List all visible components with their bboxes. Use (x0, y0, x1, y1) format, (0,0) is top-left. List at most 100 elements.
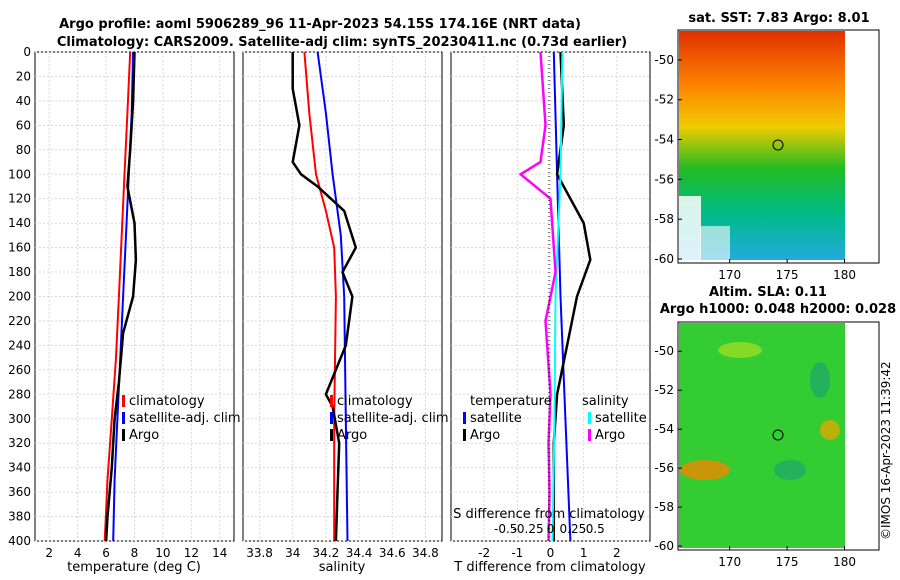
s-tick-labels: -0.5-0.25 0 0.25 0.5 (494, 522, 605, 536)
legend-swatch-argo (330, 429, 333, 441)
temperature-legend: climatology satellite-adj. clim Argo (122, 394, 241, 443)
figure-title: Argo profile: aoml 5906289_96 11-Apr-202… (59, 17, 581, 32)
map-x-tick: 170 (718, 268, 741, 282)
sst-map-land (679, 196, 730, 260)
depth-tick: 200 (8, 290, 31, 304)
legend-swatch-satellite (330, 412, 333, 424)
depth-tick: 280 (8, 387, 31, 401)
legend-t-satellite: satellite (470, 411, 522, 426)
s-tick: 0.5 (586, 522, 605, 536)
sst-map-image (679, 31, 845, 260)
sst-land-patch (700, 226, 730, 260)
legend-satellite: satellite-adj. clim (129, 411, 241, 426)
depth-tick: 100 (8, 167, 31, 181)
x-tick: 34.8 (412, 546, 439, 560)
map-x-tick: 180 (833, 268, 856, 282)
map-y-tick: -60 (654, 252, 674, 266)
map-x-tick: 180 (833, 555, 856, 569)
legend-temperature-title: temperature (470, 394, 552, 409)
depth-tick: 220 (8, 314, 31, 328)
depth-tick: 320 (8, 436, 31, 450)
map-y-tick: -50 (654, 344, 674, 358)
salinity-xlabel: salinity (319, 560, 366, 575)
x-tick: 8 (131, 546, 139, 560)
legend-swatch-s-satellite (588, 412, 591, 424)
depth-tick: 140 (8, 216, 31, 230)
depth-tick: 380 (8, 510, 31, 524)
map-y-tick: -54 (654, 133, 674, 147)
legend-argo: Argo (129, 428, 159, 443)
grid-lines (35, 51, 650, 542)
legend-t-argo: Argo (470, 428, 500, 443)
map-x-tick: 175 (776, 555, 799, 569)
sla-anomaly-blob (820, 420, 840, 440)
s-tick: -0.25 (513, 522, 544, 536)
x-tick: 4 (74, 546, 82, 560)
legend-swatch-satellite (122, 412, 125, 424)
legend-s-satellite: satellite (595, 411, 647, 426)
map-y-tick: -54 (654, 422, 674, 436)
s-tick: 0 (547, 522, 555, 536)
map-y-tick: -56 (654, 172, 674, 186)
series-line-s-argo (518, 51, 557, 542)
map-y-tick: -58 (654, 500, 674, 514)
legend-climatology: climatology (129, 394, 205, 409)
legend-s-argo: Argo (595, 428, 625, 443)
sst-argo-location-marker (772, 139, 784, 151)
map-y-tick: -60 (654, 539, 674, 553)
depth-tick: 240 (8, 338, 31, 352)
x-tick: 0 (547, 546, 555, 560)
s-tick: 0.25 (560, 522, 587, 536)
map-y-tick: -58 (654, 212, 674, 226)
sla-argo-location-marker (772, 429, 784, 441)
sla-anomaly-blob (718, 342, 762, 358)
depth-tick: 400 (8, 534, 31, 548)
depth-tick: 160 (8, 241, 31, 255)
sla-map-subtitle: Argo h1000: 0.048 h2000: 0.028 (660, 302, 896, 317)
depth-tick: 340 (8, 461, 31, 475)
legend-satellite: satellite-adj. clim (337, 411, 449, 426)
depth-tick: 300 (8, 412, 31, 426)
sst-land-patch (679, 196, 701, 260)
series-line-climatology (103, 51, 132, 542)
series-line-satellite-adj-clim (316, 51, 349, 542)
series-line-climatology (303, 51, 337, 541)
legend-swatch-climatology (330, 395, 333, 407)
figure-subtitle: Climatology: CARS2009. Satellite-adj cli… (57, 35, 627, 50)
difference-legend: temperature satellite Argo salinity sate… (463, 394, 647, 443)
sla-map-image (679, 323, 845, 548)
legend-salinity-title: salinity (582, 394, 629, 409)
legend-swatch-t-satellite (463, 412, 466, 424)
map-y-tick: -50 (654, 53, 674, 67)
sla-anomaly-blob (680, 460, 730, 480)
salinity-legend: climatology satellite-adj. clim Argo (330, 394, 449, 443)
x-tick: 33.8 (246, 546, 273, 560)
depth-tick: 40 (16, 94, 31, 108)
x-tick: 34.6 (379, 546, 406, 560)
depth-tick: 260 (8, 363, 31, 377)
x-tick: 12 (184, 546, 199, 560)
map-x-tick: 170 (718, 555, 741, 569)
x-tick: -2 (478, 546, 490, 560)
sla-map-ticks: 170 175 180 -50 -52 -54 -56 -58 -60 (654, 344, 856, 569)
x-tick: -1 (511, 546, 523, 560)
series-line-t-satellite (552, 51, 572, 542)
depth-tick: 80 (16, 143, 31, 157)
legend-swatch-t-argo (463, 429, 466, 441)
map-y-tick: -52 (654, 93, 674, 107)
map-y-tick: -56 (654, 461, 674, 475)
series-line-argo (104, 51, 138, 542)
depth-tick: 120 (8, 192, 31, 206)
map-x-tick: 175 (776, 268, 799, 282)
depth-tick: 60 (16, 118, 31, 132)
series-line-argo (291, 52, 358, 542)
series-line-s-satellite (551, 51, 564, 542)
legend-climatology: climatology (337, 394, 413, 409)
x-tick: 2 (45, 546, 53, 560)
depth-tick-labels: 0 20 40 60 80 100 120 140 160 180 200 220 240 260 280 3… (8, 45, 31, 548)
depth-tick: 20 (16, 69, 31, 83)
x-tick: 14 (212, 546, 227, 560)
legend-argo: Argo (337, 428, 367, 443)
difference-xlabel: T difference from climatology (453, 560, 646, 575)
legend-swatch-argo (122, 429, 125, 441)
